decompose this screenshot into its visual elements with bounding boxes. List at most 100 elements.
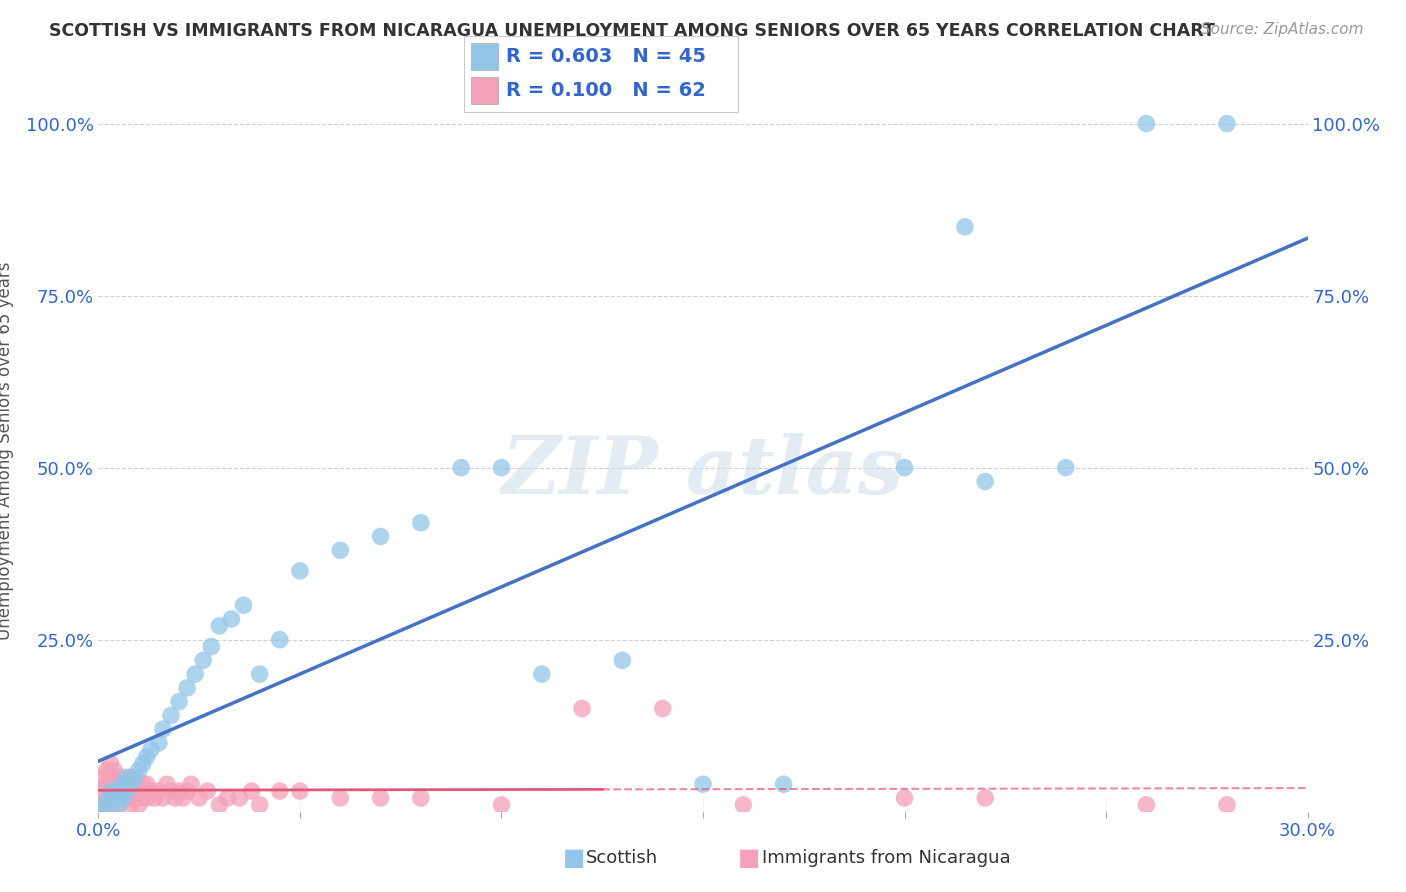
Point — [1135, 797, 1157, 812]
Bar — [471, 78, 498, 104]
Point — [111, 791, 134, 805]
Point — [176, 681, 198, 695]
Point — [269, 784, 291, 798]
Point — [409, 791, 432, 805]
Point — [974, 475, 997, 489]
Point — [1216, 797, 1239, 812]
Point — [221, 612, 243, 626]
Point — [288, 784, 311, 798]
Point — [120, 797, 142, 812]
Point — [208, 797, 231, 812]
Point — [100, 791, 122, 805]
Point — [139, 743, 162, 757]
Point — [103, 777, 125, 791]
Point — [491, 797, 513, 812]
Point — [100, 756, 122, 771]
Text: Scottish: Scottish — [586, 849, 658, 867]
Point — [370, 529, 392, 543]
Point — [103, 791, 125, 805]
Point — [107, 797, 129, 812]
Point — [176, 784, 198, 798]
Point — [530, 667, 553, 681]
Point — [107, 797, 129, 812]
Point — [128, 764, 150, 778]
Point — [96, 764, 118, 778]
Point — [111, 777, 134, 791]
Point — [692, 777, 714, 791]
Point — [111, 777, 134, 791]
Point — [152, 722, 174, 736]
Point — [107, 770, 129, 784]
Point — [139, 784, 162, 798]
Point — [200, 640, 222, 654]
Point — [96, 791, 118, 805]
Point — [180, 777, 202, 791]
Point — [115, 770, 138, 784]
Point — [128, 797, 150, 812]
Point — [450, 460, 472, 475]
Point — [974, 791, 997, 805]
Point — [124, 777, 146, 791]
Point — [1216, 117, 1239, 131]
Point — [228, 791, 250, 805]
Point — [120, 784, 142, 798]
Point — [893, 791, 915, 805]
Point — [329, 791, 352, 805]
Point — [152, 791, 174, 805]
Point — [100, 770, 122, 784]
Point — [208, 619, 231, 633]
Point — [612, 653, 634, 667]
Point — [184, 667, 207, 681]
Point — [91, 784, 114, 798]
Point — [91, 797, 114, 812]
Point — [160, 784, 183, 798]
Point — [115, 777, 138, 791]
Point — [409, 516, 432, 530]
Point — [148, 736, 170, 750]
Text: Source: ZipAtlas.com: Source: ZipAtlas.com — [1201, 22, 1364, 37]
Point — [733, 797, 755, 812]
Bar — [471, 43, 498, 70]
Point — [91, 797, 114, 812]
Point — [193, 653, 215, 667]
Point — [100, 797, 122, 812]
Point — [91, 770, 114, 784]
Point — [135, 791, 157, 805]
Y-axis label: Unemployment Among Seniors over 65 years: Unemployment Among Seniors over 65 years — [0, 261, 14, 640]
Point — [156, 777, 179, 791]
Point — [107, 784, 129, 798]
Point — [893, 460, 915, 475]
Point — [1054, 460, 1077, 475]
Point — [96, 777, 118, 791]
Point — [329, 543, 352, 558]
Point — [288, 564, 311, 578]
Point — [103, 791, 125, 805]
Point — [269, 632, 291, 647]
Text: SCOTTISH VS IMMIGRANTS FROM NICARAGUA UNEMPLOYMENT AMONG SENIORS OVER 65 YEARS C: SCOTTISH VS IMMIGRANTS FROM NICARAGUA UN… — [49, 22, 1215, 40]
Point — [953, 219, 976, 234]
Point — [232, 599, 254, 613]
Point — [195, 784, 218, 798]
Point — [172, 791, 194, 805]
Point — [132, 756, 155, 771]
Point — [240, 784, 263, 798]
Text: ■: ■ — [738, 847, 761, 870]
Point — [100, 784, 122, 798]
Text: ■: ■ — [562, 847, 585, 870]
Point — [128, 784, 150, 798]
Text: R = 0.100   N = 62: R = 0.100 N = 62 — [506, 81, 706, 100]
Point — [370, 791, 392, 805]
Point — [115, 791, 138, 805]
Point — [217, 791, 239, 805]
Point — [120, 770, 142, 784]
Point — [132, 791, 155, 805]
Point — [143, 791, 166, 805]
Point — [115, 784, 138, 798]
Point — [148, 784, 170, 798]
Point — [249, 667, 271, 681]
Point — [135, 777, 157, 791]
Text: R = 0.603   N = 45: R = 0.603 N = 45 — [506, 47, 706, 66]
Point — [1135, 117, 1157, 131]
Point — [491, 460, 513, 475]
Point — [167, 784, 190, 798]
